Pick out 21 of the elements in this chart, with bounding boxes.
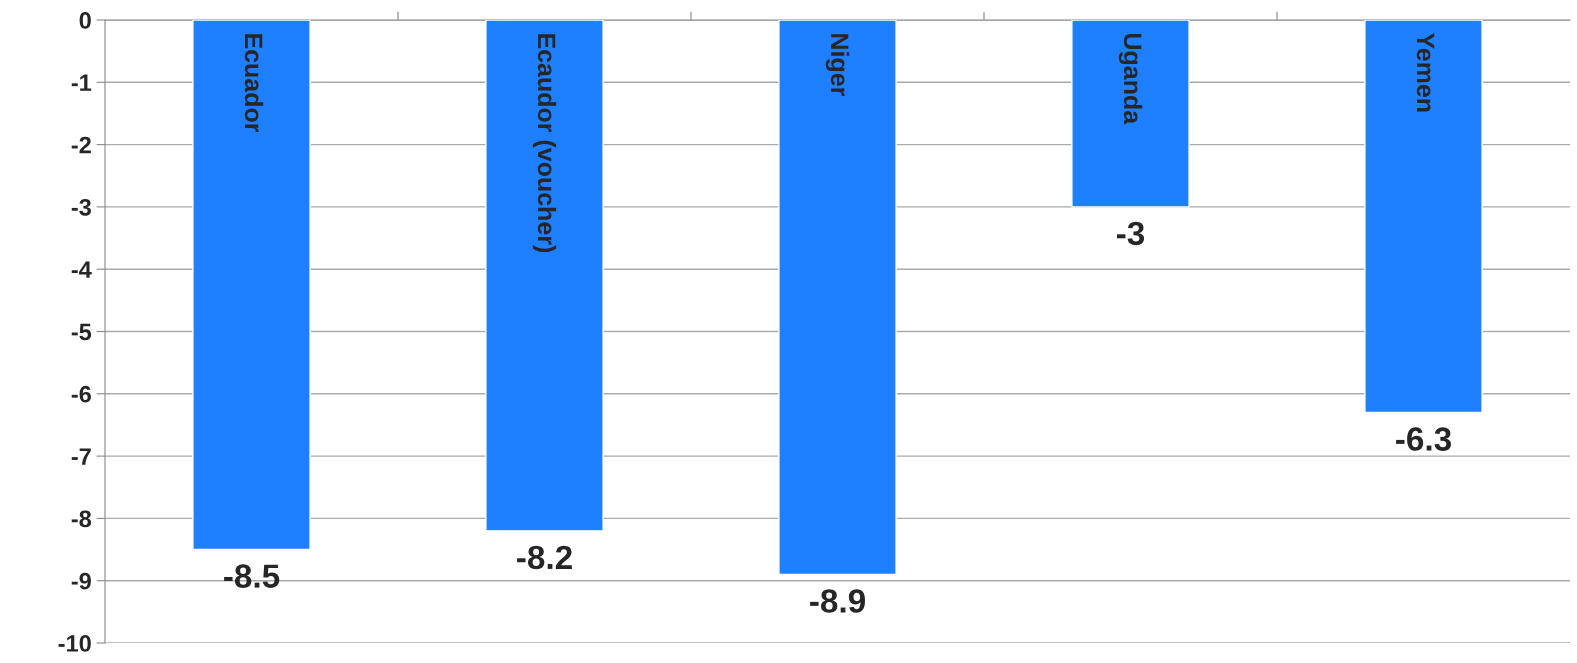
x-tick-label: Uganda [1118, 33, 1143, 125]
y-tick-label: -1 [71, 74, 92, 91]
x-tick-label: Ecaudor (voucher) [532, 34, 557, 253]
x-tick-label: Ecuador [244, 34, 264, 133]
y-tick-label: -3 [71, 198, 91, 216]
y-tick-label: -4 [71, 261, 92, 278]
data-label: -8.5 [224, 564, 280, 588]
y-tick-label: -7 [71, 448, 91, 465]
y-tick-label: -6 [71, 385, 91, 403]
y-tick-label: -2 [71, 136, 91, 154]
y-tick-label: -8 [71, 510, 92, 528]
y-tick-label: -10 [58, 635, 91, 652]
x-tick-label: Niger [825, 34, 850, 96]
data-label: -6.3 [1396, 427, 1452, 451]
data-label: -8.9 [810, 589, 865, 613]
x-tick-label: Yemen [1416, 32, 1435, 112]
y-tick-label: -5 [71, 323, 92, 341]
y-tick-label: 0 [79, 12, 91, 29]
data-label: -3 [1116, 221, 1145, 246]
y-tick-label: -9 [71, 572, 91, 590]
data-label: -8.2 [517, 545, 572, 570]
